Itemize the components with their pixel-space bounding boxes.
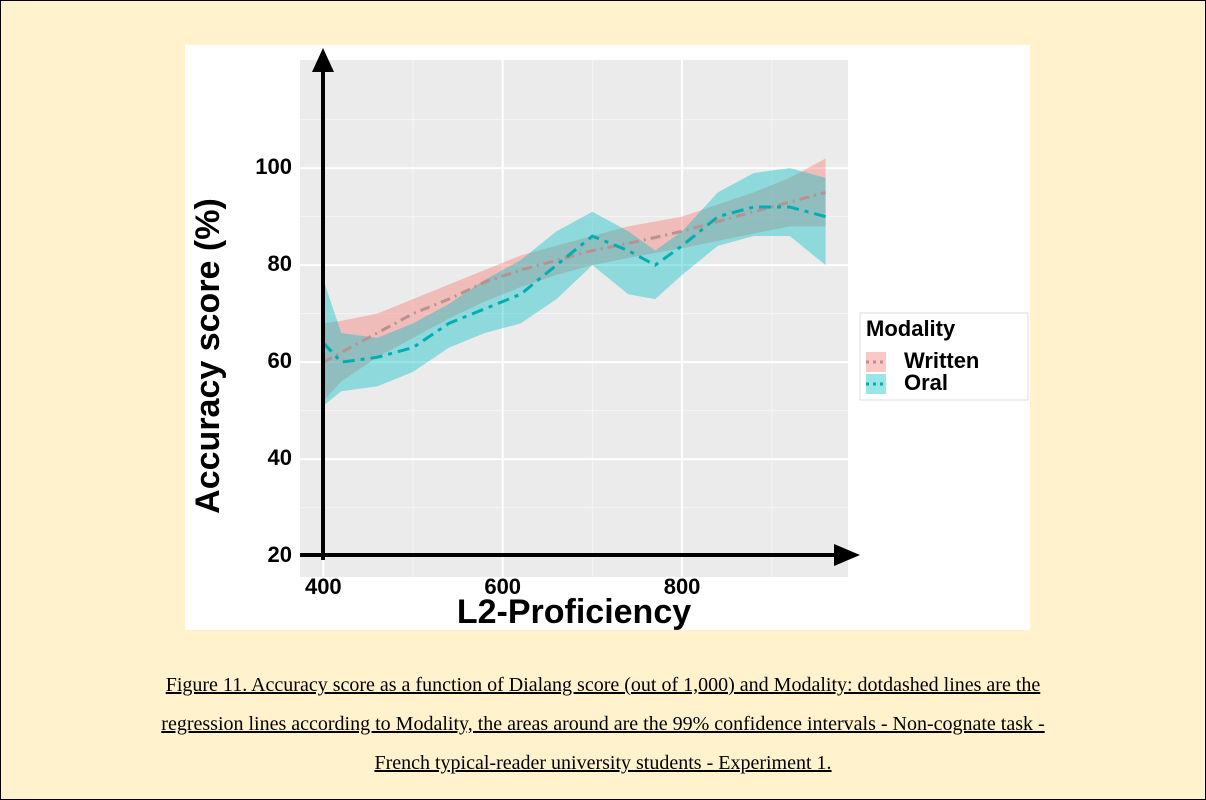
legend-label: Written [904, 348, 979, 373]
y-axis-arrow [312, 48, 334, 72]
y-tick-label: 60 [268, 348, 292, 373]
x-tick-label: 600 [484, 574, 521, 599]
ticks: 400 600 800 20 40 60 80 100 [255, 154, 700, 599]
y-tick-label: 20 [268, 542, 292, 567]
y-axis-title: Accuracy score (%) [189, 198, 227, 514]
lines [322, 190, 826, 364]
regression-line [322, 205, 826, 364]
x-axis-title: L2-Proficiency [457, 593, 691, 631]
y-tick-label: 40 [268, 445, 292, 470]
x-tick-label: 400 [305, 574, 342, 599]
caption-line: regression lines according to Modality, … [161, 713, 1045, 735]
confidence-band [323, 158, 826, 401]
plot-panel [300, 60, 848, 577]
legend-label: Oral [904, 370, 948, 395]
legend-title: Modality [866, 316, 956, 341]
y-tick-label: 80 [268, 251, 292, 276]
regression-line [322, 190, 826, 364]
caption-line: French typical-reader university student… [374, 752, 832, 774]
y-tick-label: 100 [255, 154, 292, 179]
x-tick-label: 800 [664, 574, 701, 599]
legend-box [859, 312, 1029, 401]
caption-line: Figure 11. Accuracy score as a function … [165, 674, 1041, 696]
x-axis-arrow [834, 544, 860, 566]
